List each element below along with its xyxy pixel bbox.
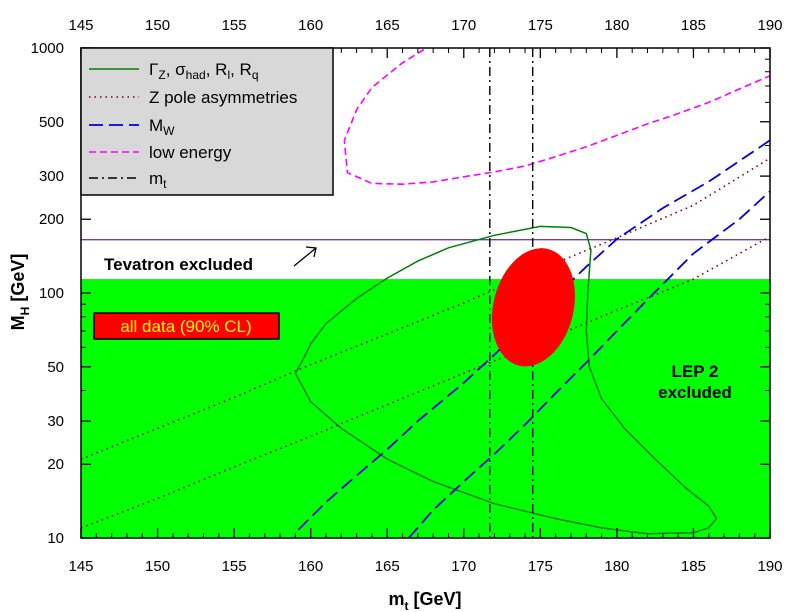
x-tick-label-bottom: 155: [222, 558, 247, 575]
legend-box: [80, 47, 334, 196]
x-tick-label-top: 175: [528, 17, 553, 34]
tevatron-arrow: [293, 246, 317, 267]
x-tick-label-top: 170: [451, 17, 476, 34]
x-tick-label-bottom: 150: [145, 558, 170, 575]
x-axis-title: mt [GeV]: [388, 589, 461, 612]
curve-lowe: [343, 48, 770, 186]
lep2-label-line2: excluded: [658, 383, 732, 402]
x-tick-label-top: 155: [222, 17, 247, 34]
legend-label-lowe: low energy: [149, 143, 232, 162]
y-tick-label: 300: [39, 168, 64, 185]
legend-label-gz: ΓZ, σhad, Rl, Rq: [149, 60, 259, 82]
x-tick-label-top: 150: [145, 17, 170, 34]
x-tick-label-top: 180: [604, 17, 629, 34]
tevatron-label: Tevatron excluded: [104, 255, 253, 274]
y-tick-label: 500: [39, 114, 64, 131]
x-tick-label-top: 185: [681, 17, 706, 34]
axis-ticks: 145 145 150 150 155 155 160 160 165 165 170 170 175 1…: [31, 17, 783, 575]
x-tick-label-bottom: 170: [451, 558, 476, 575]
x-tick-label-bottom: 165: [375, 558, 400, 575]
lep2-label-line1: LEP 2: [672, 362, 719, 381]
legend-label-mt: mt: [149, 169, 167, 191]
y-tick-label: 20: [47, 456, 64, 473]
y-tick-label: 100: [39, 285, 64, 302]
curve-mw_lower: [408, 190, 770, 538]
x-tick-label-top: 165: [375, 17, 400, 34]
legend: ΓZ, σhad, Rl, Rq Z pole asymmetries MW l…: [80, 47, 334, 196]
x-tick-label-top: 190: [757, 17, 782, 34]
x-tick-label-bottom: 185: [681, 558, 706, 575]
y-tick-label: 50: [47, 359, 64, 376]
x-tick-label-top: 160: [298, 17, 323, 34]
x-tick-label-bottom: 180: [604, 558, 629, 575]
legend-label-zpole: Z pole asymmetries: [149, 88, 297, 107]
x-tick-label-top: 145: [68, 17, 93, 34]
legend-label-mw: MW: [149, 116, 175, 138]
all-data-ellipse: [491, 248, 575, 367]
y-tick-label: 30: [47, 413, 64, 430]
y-tick-label: 200: [39, 211, 64, 228]
all-data-badge: [93, 312, 280, 340]
x-tick-label-bottom: 190: [757, 558, 782, 575]
x-tick-label-bottom: 145: [68, 558, 93, 575]
y-axis-title: MH [GeV]: [8, 254, 32, 331]
all-data-badge-label: all data (90% CL): [120, 317, 251, 336]
y-tick-label: 1000: [31, 40, 64, 57]
x-tick-label-bottom: 160: [298, 558, 323, 575]
x-tick-label-bottom: 175: [528, 558, 553, 575]
curve-gz: [294, 225, 718, 535]
y-tick-label: 10: [47, 530, 64, 547]
